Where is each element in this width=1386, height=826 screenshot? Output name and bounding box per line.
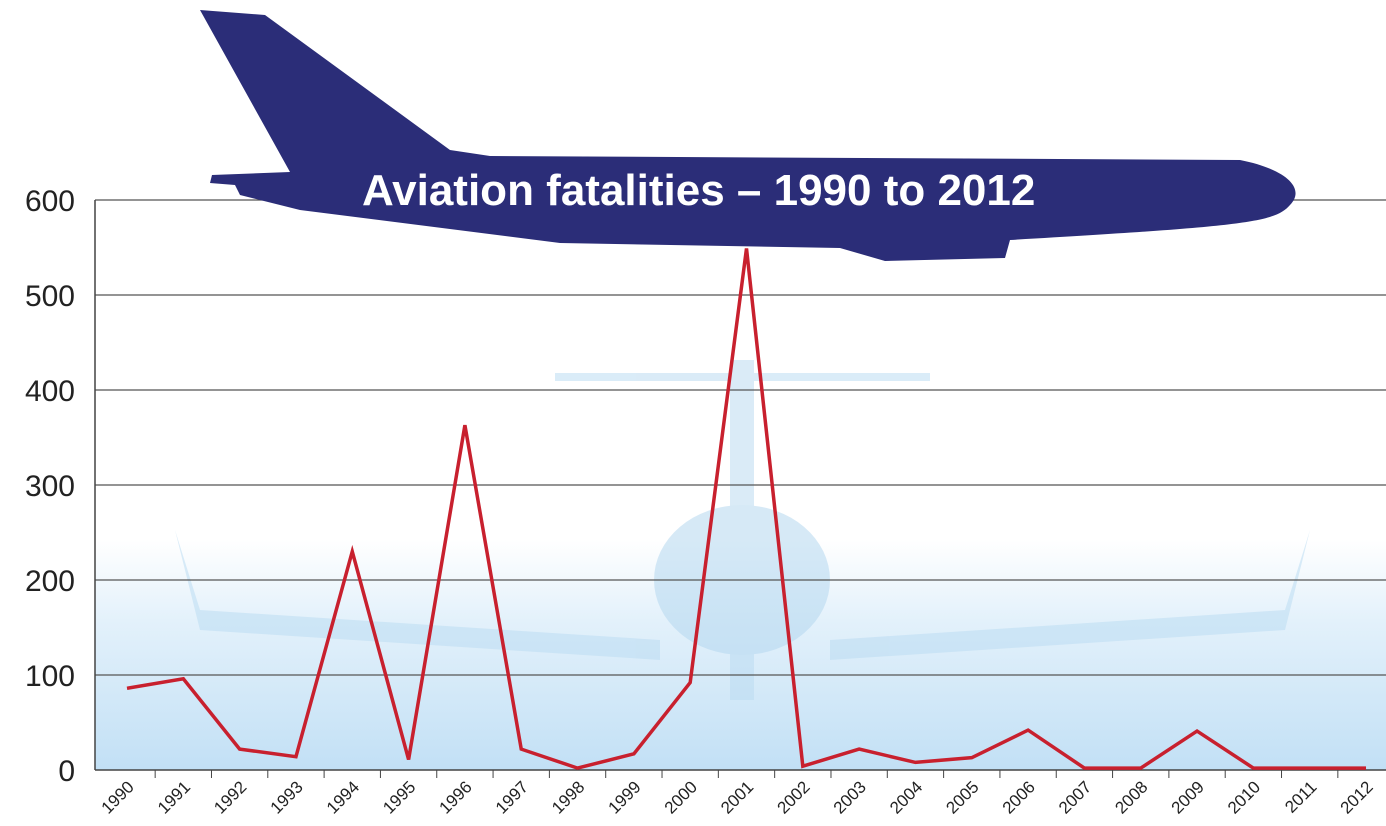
x-tick-label: 2005 bbox=[942, 777, 982, 817]
airplane-shape bbox=[200, 10, 1296, 261]
x-tick-label: 1992 bbox=[210, 777, 250, 817]
chart: 0 100 200 300 400 500 600 1990 1991 1992 1993 1994 1… bbox=[0, 0, 1386, 826]
x-tick-label: 1990 bbox=[98, 777, 138, 817]
chart-title: Aviation fatalities – 1990 to 2012 bbox=[362, 166, 1035, 215]
y-tick-label: 400 bbox=[25, 375, 75, 408]
airplane: Aviation fatalities – 1990 to 2012 bbox=[200, 10, 1296, 261]
y-tick-label: 600 bbox=[25, 185, 75, 218]
x-tick-label: 1991 bbox=[154, 777, 194, 817]
x-tick-label: 1997 bbox=[492, 777, 532, 817]
x-tick-label: 2003 bbox=[830, 777, 870, 817]
x-tick-label: 2004 bbox=[886, 777, 926, 817]
x-tick-label: 2010 bbox=[1224, 777, 1264, 817]
x-tick-label: 2006 bbox=[999, 777, 1039, 817]
y-tick-label: 100 bbox=[25, 660, 75, 693]
x-tick-label: 2007 bbox=[1055, 777, 1095, 817]
y-tick-label: 500 bbox=[25, 280, 75, 313]
x-tick-label: 1996 bbox=[436, 777, 476, 817]
x-tick-label: 2002 bbox=[773, 777, 813, 817]
x-tick-label: 2011 bbox=[1281, 777, 1320, 816]
y-tick-label: 200 bbox=[25, 565, 75, 598]
x-tick-label: 1993 bbox=[267, 777, 307, 817]
x-tick-label: 2012 bbox=[1337, 777, 1377, 817]
x-tick-label: 2001 bbox=[717, 777, 757, 817]
x-tick-label: 2000 bbox=[661, 777, 701, 817]
x-tick-label: 1998 bbox=[548, 777, 588, 817]
x-tick-label: 1994 bbox=[323, 777, 363, 817]
x-tick-label: 2009 bbox=[1168, 777, 1208, 817]
x-tick-label: 2008 bbox=[1111, 777, 1151, 817]
x-tick-label: 1999 bbox=[605, 777, 645, 817]
y-tick-label: 300 bbox=[25, 470, 75, 503]
y-tick-label: 0 bbox=[58, 755, 75, 788]
x-tick-label: 1995 bbox=[379, 777, 419, 817]
